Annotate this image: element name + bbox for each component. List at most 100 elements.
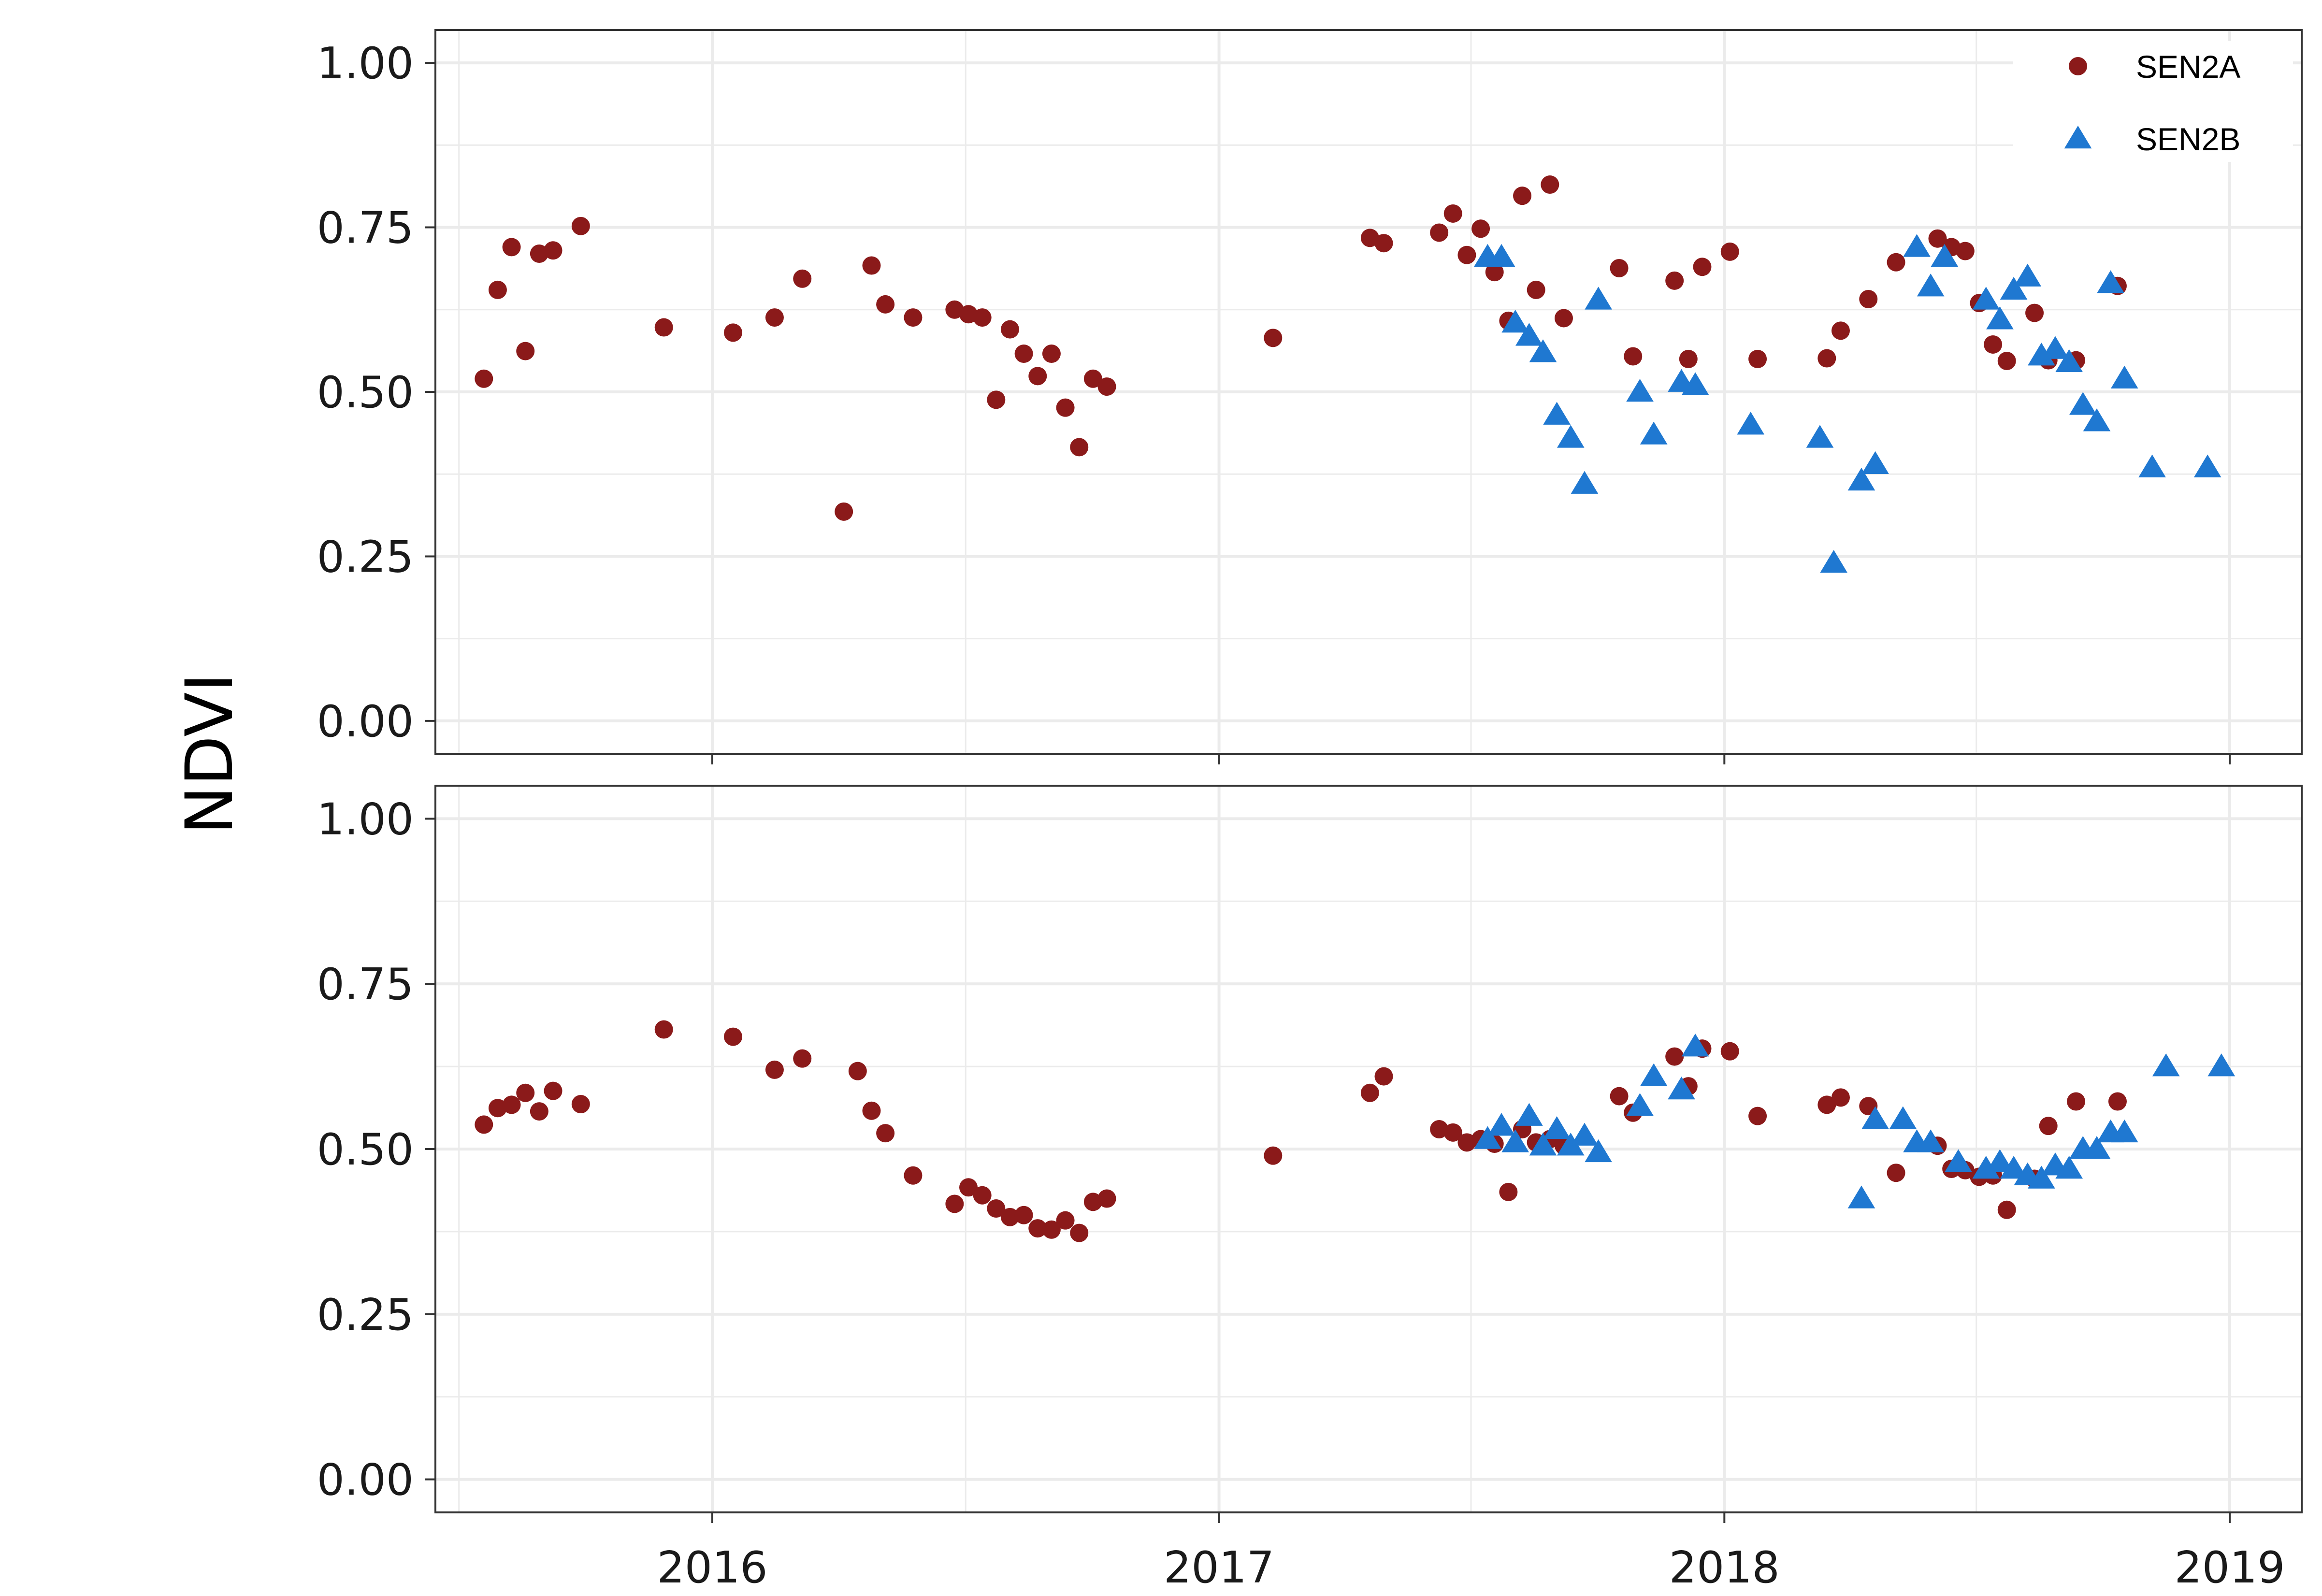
x-tick-label: 2017 bbox=[1164, 1542, 1274, 1593]
data-point-sen2b bbox=[2041, 336, 2069, 359]
data-point-sen2a bbox=[544, 241, 562, 260]
data-point-sen2b bbox=[1640, 421, 1668, 445]
data-point-sen2a bbox=[1028, 367, 1047, 386]
data-point-sen2a bbox=[1527, 280, 1545, 299]
data-point-sen2b bbox=[2028, 1165, 2055, 1189]
data-point-sen2b bbox=[2152, 1053, 2180, 1077]
data-point-sen2b bbox=[1889, 1106, 1917, 1129]
data-point-sen2a bbox=[475, 1115, 493, 1134]
grid-layer bbox=[435, 30, 2302, 1512]
data-point-sen2a bbox=[488, 280, 507, 299]
points-layer bbox=[475, 175, 2235, 1242]
data-point-sen2a bbox=[723, 323, 742, 342]
data-point-sen2a bbox=[945, 300, 964, 319]
data-point-sen2a bbox=[1028, 1219, 1047, 1238]
data-point-sen2b bbox=[1681, 1034, 1709, 1057]
data-point-sen2a bbox=[1097, 1189, 1116, 1208]
data-point-sen2b bbox=[1487, 244, 1515, 267]
data-point-sen2a bbox=[1928, 229, 1947, 248]
data-point-sen2b bbox=[1668, 1076, 1695, 1100]
y-tick-label: 0.00 bbox=[317, 696, 414, 747]
data-point-sen2a bbox=[530, 244, 548, 263]
data-point-sen2a bbox=[1457, 1133, 1476, 1152]
data-point-sen2b bbox=[1515, 323, 1543, 346]
data-point-sen2a bbox=[1056, 398, 1075, 417]
data-point-sen2a bbox=[1430, 223, 1449, 242]
y-tick-label: 1.00 bbox=[317, 38, 414, 89]
data-point-sen2a bbox=[1499, 1182, 1518, 1201]
data-point-sen2a bbox=[475, 369, 493, 388]
y-tick-label: 0.00 bbox=[317, 1455, 414, 1506]
data-point-sen2b bbox=[2097, 270, 2124, 293]
data-point-sen2a bbox=[959, 1178, 978, 1197]
data-point-sen2a bbox=[654, 318, 673, 337]
data-point-sen2b bbox=[1571, 471, 1599, 494]
data-point-sen2b bbox=[1501, 1129, 1529, 1152]
data-point-sen2b bbox=[1515, 1103, 1543, 1126]
data-point-sen2a bbox=[848, 1062, 867, 1080]
data-point-sen2a bbox=[1264, 329, 1283, 347]
data-point-sen2b bbox=[2055, 1156, 2083, 1179]
data-point-sen2b bbox=[1529, 1133, 1557, 1156]
data-point-sen2a bbox=[1887, 1164, 1905, 1182]
data-point-sen2a bbox=[1471, 219, 1490, 238]
labels-layer: 0.00 0.25 0.50 0.75 1.00 0.00 0.25 0.50 0.75 1.00… bbox=[317, 38, 2285, 1593]
data-point-sen2a bbox=[1097, 377, 1116, 396]
data-point-sen2b bbox=[1474, 1126, 1501, 1149]
data-point-sen2b bbox=[1557, 425, 1585, 448]
data-point-sen2a bbox=[544, 1081, 562, 1100]
data-point-sen2b bbox=[1571, 1122, 1599, 1146]
data-point-sen2a bbox=[1831, 1088, 1850, 1107]
data-point-sen2a bbox=[1720, 1042, 1739, 1061]
data-point-sen2a bbox=[1070, 1223, 1089, 1242]
data-point-sen2a bbox=[723, 1027, 742, 1046]
data-point-sen2a bbox=[765, 308, 784, 327]
data-point-sen2a bbox=[1984, 335, 2003, 354]
data-point-sen2a bbox=[488, 1099, 507, 1118]
data-point-sen2a bbox=[654, 1020, 673, 1039]
data-point-sen2a bbox=[1014, 1206, 1033, 1224]
data-point-sen2a bbox=[904, 1166, 923, 1185]
data-point-sen2a bbox=[973, 1186, 992, 1205]
data-point-sen2a bbox=[1541, 175, 1559, 194]
data-point-sen2a bbox=[904, 308, 923, 327]
y-tick-label: 0.50 bbox=[317, 367, 414, 418]
data-point-sen2b bbox=[1681, 372, 1709, 395]
data-point-sen2a bbox=[516, 342, 535, 360]
data-point-sen2a bbox=[1817, 1095, 1836, 1114]
data-point-sen2b bbox=[1737, 412, 1765, 435]
data-point-sen2a bbox=[1665, 1047, 1684, 1066]
data-point-sen2b bbox=[1945, 1149, 1972, 1172]
data-point-sen2b bbox=[1543, 1116, 1571, 1139]
data-point-sen2a bbox=[959, 305, 978, 324]
data-point-sen2a bbox=[1430, 1120, 1449, 1138]
data-point-sen2a bbox=[987, 1199, 1006, 1218]
data-point-sen2b bbox=[2110, 1119, 2138, 1143]
data-point-sen2a bbox=[1748, 349, 1767, 368]
data-point-sen2a bbox=[1831, 321, 1850, 340]
data-point-sen2a bbox=[571, 216, 590, 235]
data-point-sen2b bbox=[2014, 263, 2042, 287]
legend-label-sen2a: SEN2A bbox=[2136, 49, 2240, 85]
data-point-sen2a bbox=[1513, 187, 1532, 205]
data-point-sen2a bbox=[1859, 289, 1878, 308]
data-point-sen2a bbox=[1083, 369, 1102, 388]
data-point-sen2a bbox=[1997, 1200, 2016, 1219]
data-point-sen2a bbox=[1360, 229, 1379, 247]
data-point-sen2a bbox=[1042, 1220, 1061, 1239]
data-point-sen2b bbox=[2110, 365, 2138, 389]
frame-layer bbox=[425, 29, 2303, 1523]
y-axis-title: NDVI bbox=[172, 673, 247, 835]
data-point-sen2a bbox=[793, 1049, 812, 1068]
data-point-sen2b bbox=[2055, 349, 2083, 372]
data-point-sen2b bbox=[1986, 306, 2014, 330]
data-point-sen2b bbox=[2069, 392, 2097, 415]
data-point-sen2b bbox=[1806, 425, 1834, 448]
data-point-sen2b bbox=[1543, 402, 1571, 425]
data-point-sen2b bbox=[2000, 1156, 2028, 1179]
data-point-sen2a bbox=[987, 390, 1006, 409]
data-point-sen2a bbox=[1817, 349, 1836, 368]
data-point-sen2a bbox=[1624, 347, 1643, 366]
data-point-sen2b bbox=[1626, 1093, 1654, 1116]
